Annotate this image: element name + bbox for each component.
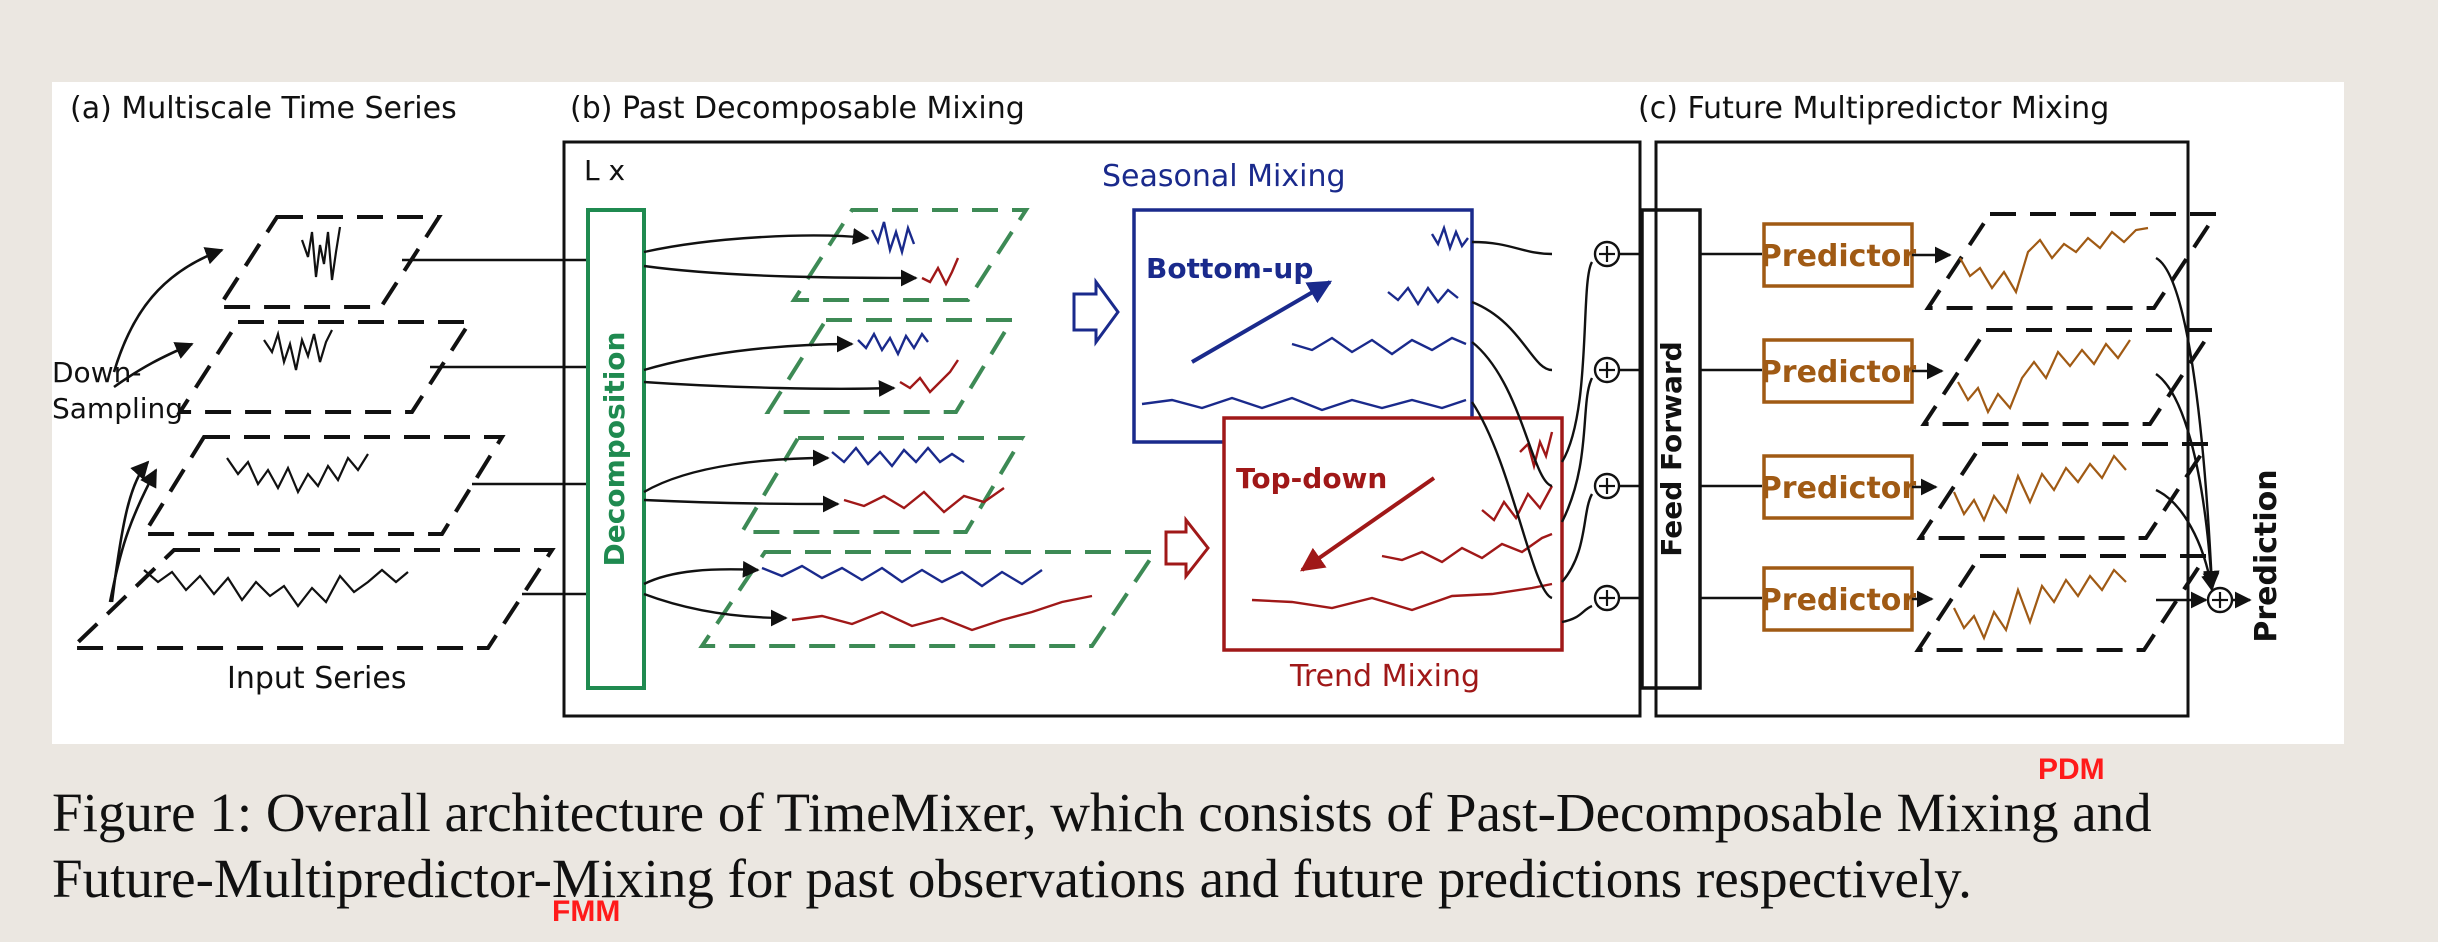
prediction-plane-2	[1920, 328, 2216, 426]
layer-repeat-label: L x	[584, 154, 625, 187]
seasonal-component-4	[761, 564, 1043, 588]
input-series-label: Input Series	[227, 661, 406, 696]
scale-plane-2	[176, 320, 474, 414]
architecture-diagram: (a) Multiscale Time Series Down- Samplin…	[52, 91, 2284, 718]
trend-component-3	[843, 487, 1005, 514]
prediction-label: Prediction	[2249, 469, 2284, 642]
trend-component-4	[791, 594, 1093, 632]
decomposition-block	[586, 208, 646, 690]
input-connectors	[402, 258, 590, 596]
seasonal-component-2	[857, 331, 929, 357]
scale-plane-1	[215, 215, 443, 309]
scale-plane-4	[67, 548, 556, 650]
seasonal-mixing-title: Seasonal Mixing	[1102, 159, 1346, 194]
multiscale-series-stack	[67, 215, 556, 650]
down-sampling-arrows	[108, 247, 224, 603]
plus-nodes	[1593, 240, 1621, 612]
trend-hollow-arrow	[1164, 515, 1210, 581]
predictor-label-2: Predictor	[1760, 355, 1917, 390]
predictor-label-1: Predictor	[1760, 239, 1917, 274]
decomp-plane-1	[790, 208, 1030, 302]
pdm-block-border	[562, 140, 1642, 718]
series-line-scale-2	[263, 329, 333, 371]
trend-component-1	[921, 257, 960, 287]
figure-caption: Figure 1: Overall architecture of TimeMi…	[52, 780, 2352, 912]
predictor-label-3: Predictor	[1760, 471, 1917, 506]
seasonal-component-1	[870, 221, 916, 257]
bottom-up-label: Bottom-up	[1146, 252, 1313, 285]
prediction-plane-3	[1916, 442, 2212, 540]
decomposition-arrows	[643, 228, 918, 627]
decomposed-trend-lines	[791, 257, 1093, 632]
section-a-title: (a) Multiscale Time Series	[70, 91, 457, 126]
trend-mixing-title: Trend Mixing	[1289, 659, 1480, 694]
multiscale-series-lines	[143, 226, 409, 608]
seasonal-component-3	[831, 446, 965, 468]
seasonal-hollow-arrow	[1072, 277, 1120, 347]
feed-forward-block	[1640, 208, 1702, 690]
figure-panel: (a) Multiscale Time Series Down- Samplin…	[52, 82, 2344, 744]
seasonal-mixing-lines	[1141, 224, 1469, 412]
top-down-label: Top-down	[1236, 462, 1387, 495]
decomp-plane-3	[738, 436, 1026, 534]
fmm-block-border	[1654, 140, 2190, 718]
seasonal-mixing-block	[1132, 208, 1474, 444]
prediction-planes	[1914, 212, 2220, 652]
prediction-plane-4	[1914, 554, 2210, 652]
decomp-plane-2	[764, 318, 1016, 414]
trend-component-2	[899, 359, 959, 394]
aggregation-arrows	[2155, 256, 2220, 609]
series-line-scale-1	[300, 226, 342, 281]
top-down-arrow	[1300, 476, 1436, 572]
mixing-output-links	[1471, 240, 1594, 624]
predictor-output-arrows	[1912, 246, 1952, 608]
plus-to-ff-links	[1619, 252, 1642, 600]
fmm-annotation: FMM	[552, 895, 621, 928]
decomposed-seasonal-lines	[761, 221, 1043, 588]
decomp-plane-4	[698, 550, 1159, 648]
trend-mixing-block	[1222, 416, 1564, 652]
trend-mixing-lines	[1251, 431, 1554, 612]
predictor-label-4: Predictor	[1760, 583, 1917, 618]
feed-forward-label: Feed Forward	[1655, 341, 1688, 556]
caption-line-1: Figure 1: Overall architecture of TimeMi…	[52, 782, 2152, 843]
down-sampling-label-2: Sampling	[52, 392, 183, 425]
down-sampling-label-1: Down-	[52, 356, 141, 389]
pdm-annotation: PDM	[2038, 753, 2105, 786]
bottom-up-arrow	[1190, 280, 1333, 364]
scale-plane-3	[140, 435, 506, 536]
prediction-plane-1	[1924, 212, 2220, 310]
section-c-title: (c) Future Multipredictor Mixing	[1638, 91, 2109, 126]
ff-to-predictor-links	[1700, 252, 1762, 600]
series-line-scale-4	[143, 568, 409, 608]
caption-line-2: Future-Multipredictor-Mixing for past ob…	[52, 848, 1972, 909]
plus-signs	[1599, 246, 1615, 606]
series-line-scale-3	[226, 453, 369, 495]
prediction-series-lines	[1952, 226, 2149, 641]
decomposition-label: Decomposition	[598, 332, 631, 567]
section-b-title: (b) Past Decomposable Mixing	[570, 91, 1025, 126]
predictor-boxes	[1762, 222, 1914, 632]
